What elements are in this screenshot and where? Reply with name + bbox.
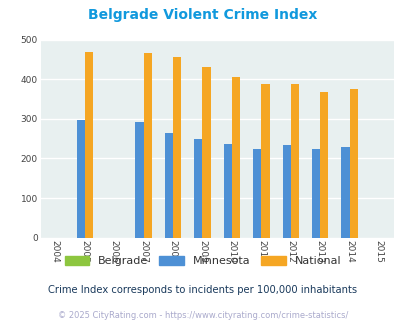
Bar <box>143 53 151 238</box>
Bar <box>320 92 328 238</box>
Legend: Belgrade, Minnesota, National: Belgrade, Minnesota, National <box>60 251 345 271</box>
Text: Belgrade Violent Crime Index: Belgrade Violent Crime Index <box>88 8 317 22</box>
Bar <box>341 147 349 238</box>
Bar <box>223 144 231 238</box>
Bar <box>173 57 181 238</box>
Bar <box>135 122 143 238</box>
Bar <box>231 77 240 238</box>
Text: © 2025 CityRating.com - https://www.cityrating.com/crime-statistics/: © 2025 CityRating.com - https://www.city… <box>58 311 347 320</box>
Bar <box>311 149 320 238</box>
Bar <box>76 119 85 238</box>
Bar <box>202 67 210 238</box>
Bar <box>252 149 261 238</box>
Bar <box>282 145 290 238</box>
Bar <box>290 84 298 238</box>
Bar <box>164 133 173 238</box>
Bar <box>261 84 269 238</box>
Bar <box>349 89 357 238</box>
Bar <box>194 139 202 238</box>
Text: Crime Index corresponds to incidents per 100,000 inhabitants: Crime Index corresponds to incidents per… <box>48 285 357 295</box>
Bar <box>85 52 93 238</box>
